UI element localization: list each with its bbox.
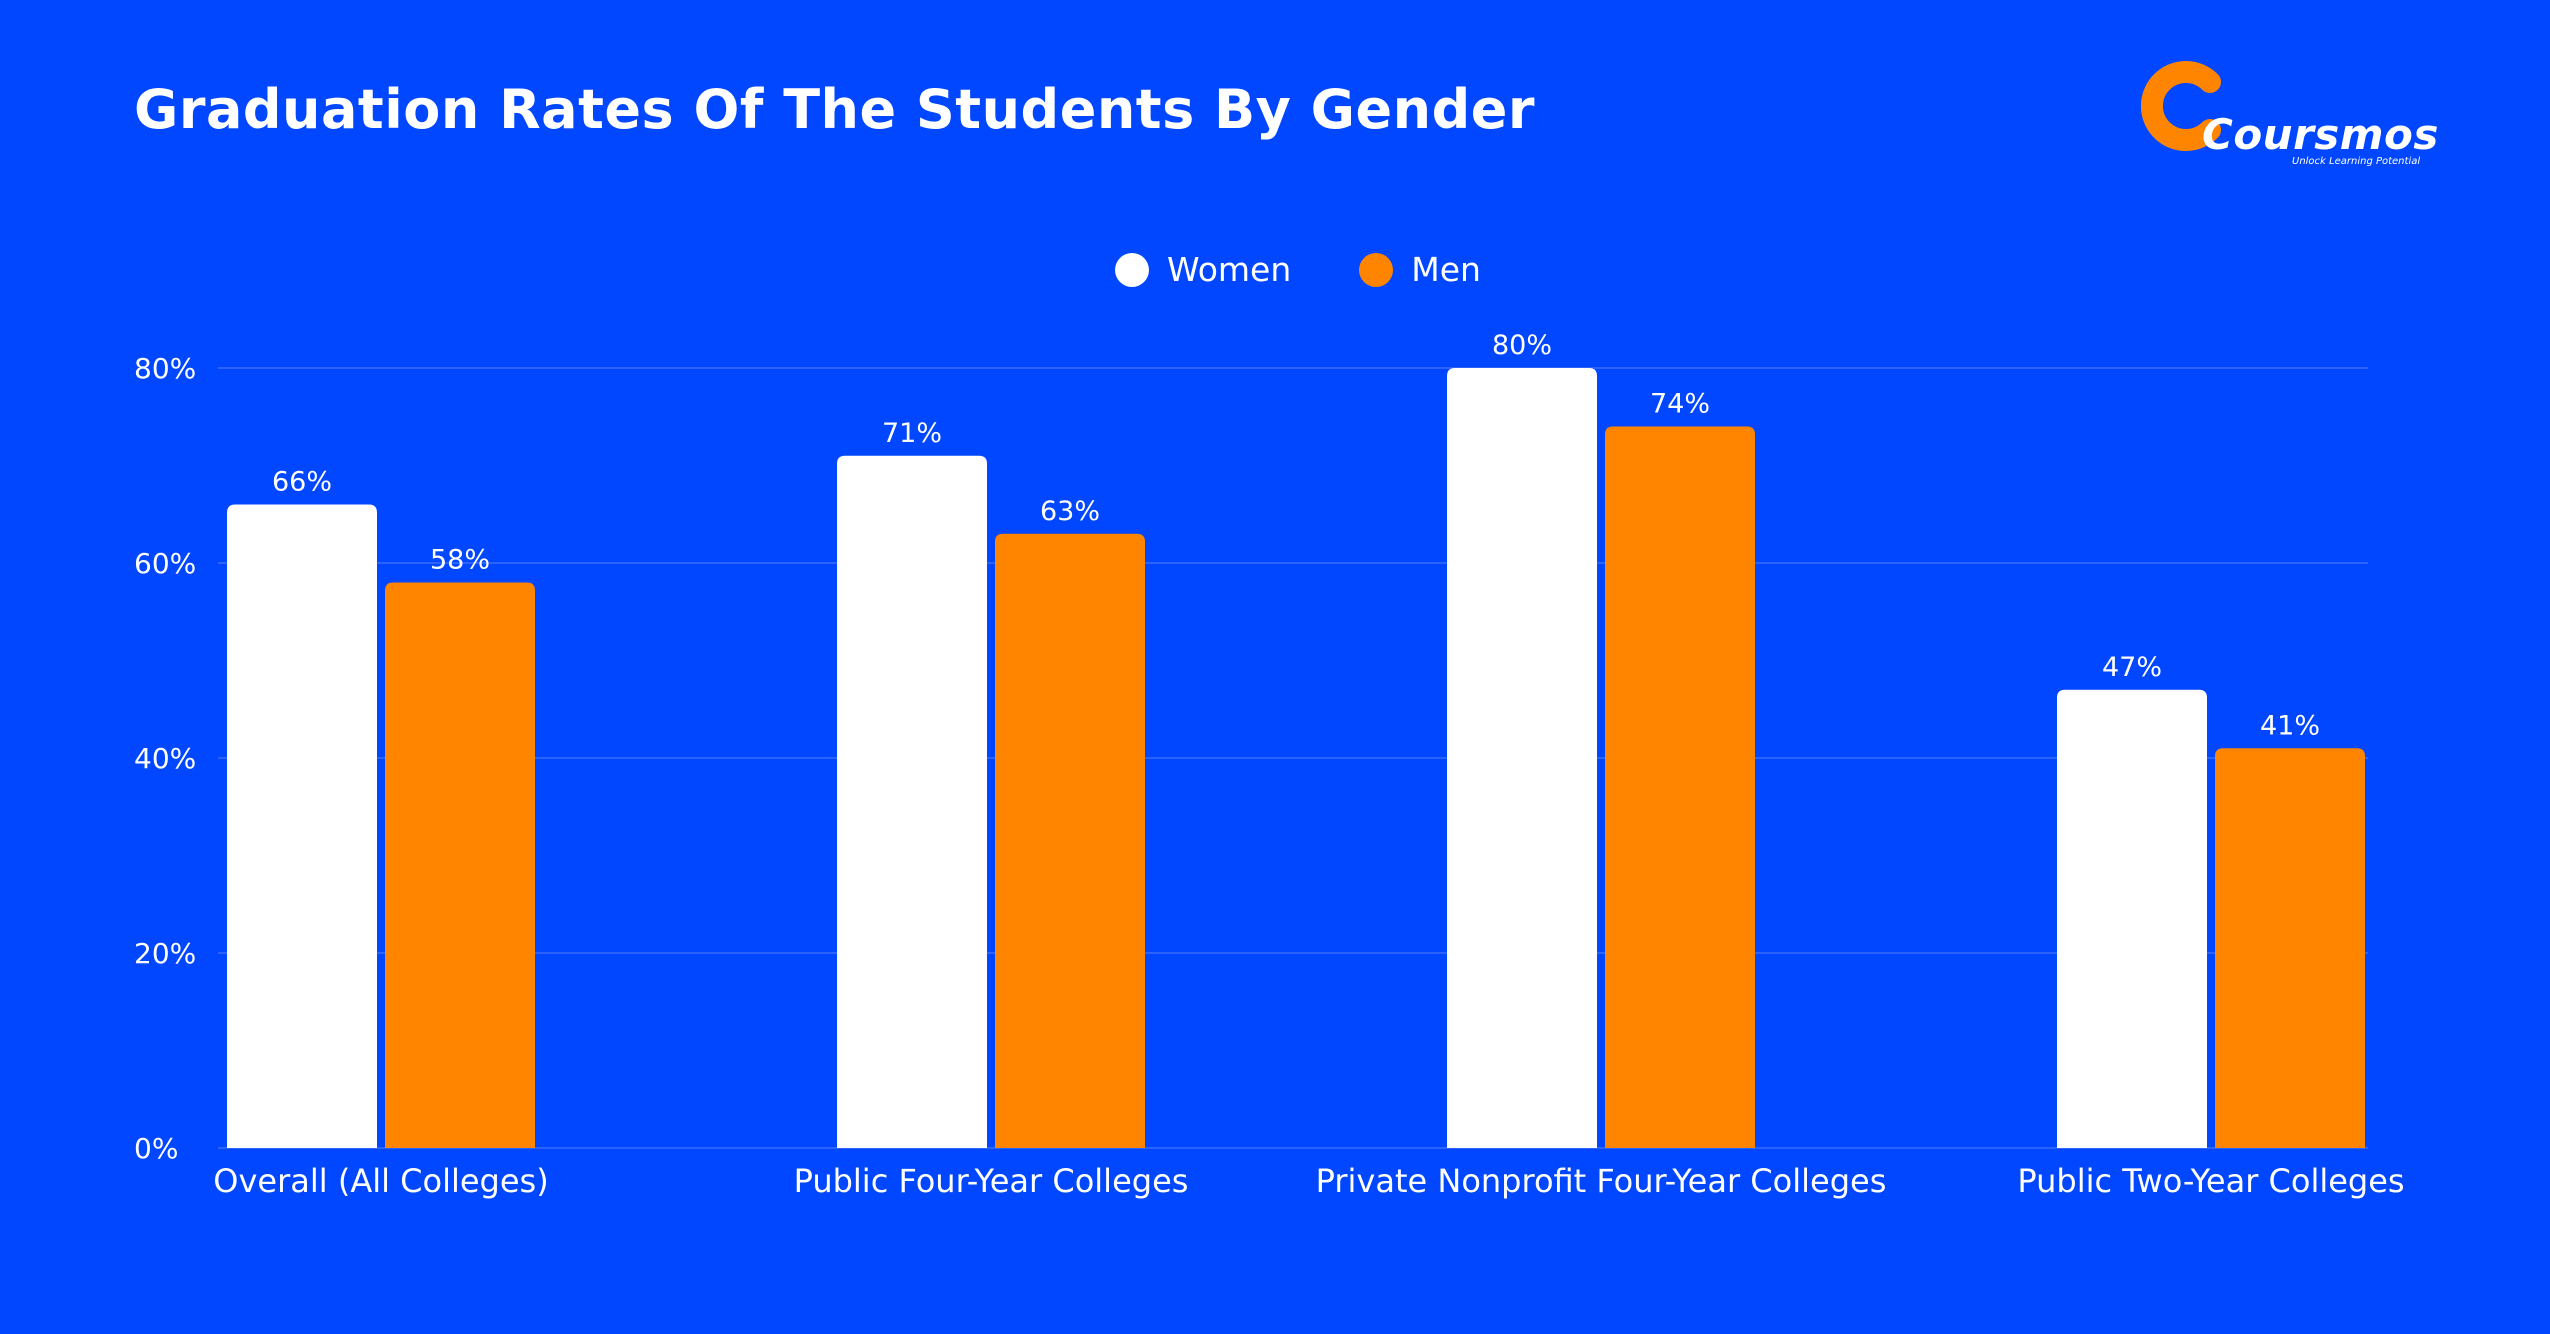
logo-brand-text: Coursmos [2202,110,2439,159]
bar-women [227,504,377,1148]
bar-women [1447,368,1597,1148]
data-label: 74% [1650,389,1710,420]
data-label: 66% [272,467,332,498]
legend-swatch-women [1115,252,1149,287]
legend-label-men: Men [1411,250,1481,289]
data-label: 41% [2260,710,2320,741]
logo-tagline: Unlock Learning Potential [2292,156,2421,167]
x-category-label: Public Two-Year Colleges [2017,1162,2404,1200]
logo-c-icon [2141,61,2221,151]
data-label: 71% [882,418,942,449]
y-tick-label: 80% [134,352,196,385]
y-tick-label: 40% [134,742,196,775]
data-label: 58% [430,545,490,576]
bar-women [837,455,987,1148]
x-category-label: Public Four-Year Colleges [794,1162,1189,1200]
chart-title: Graduation Rates Of The Students By Gend… [134,78,1535,141]
bar-men [2215,748,2365,1148]
x-category-label: Overall (All Colleges) [213,1162,548,1200]
legend-swatch-men [1359,252,1394,287]
legend-item-women: Women [1115,250,1291,289]
y-tick-label: 20% [134,937,196,970]
coursmos-logo: Coursmos Unlock Learning Potential [2138,60,2438,172]
bar-men [1605,426,1755,1148]
data-label: 63% [1040,496,1100,527]
x-category-label: Private Nonprofit Four-Year Colleges [1316,1162,1887,1200]
bar-men [385,582,535,1148]
data-label: 80% [1492,330,1552,361]
y-tick-label: 60% [134,547,196,580]
chart-legend: Women Men [1115,250,1481,289]
legend-item-men: Men [1359,250,1481,289]
bar-women [2057,689,2207,1148]
data-label: 47% [2102,652,2162,683]
y-tick-label: 0% [134,1132,178,1165]
legend-label-women: Women [1167,250,1292,289]
bar-men [995,533,1145,1148]
